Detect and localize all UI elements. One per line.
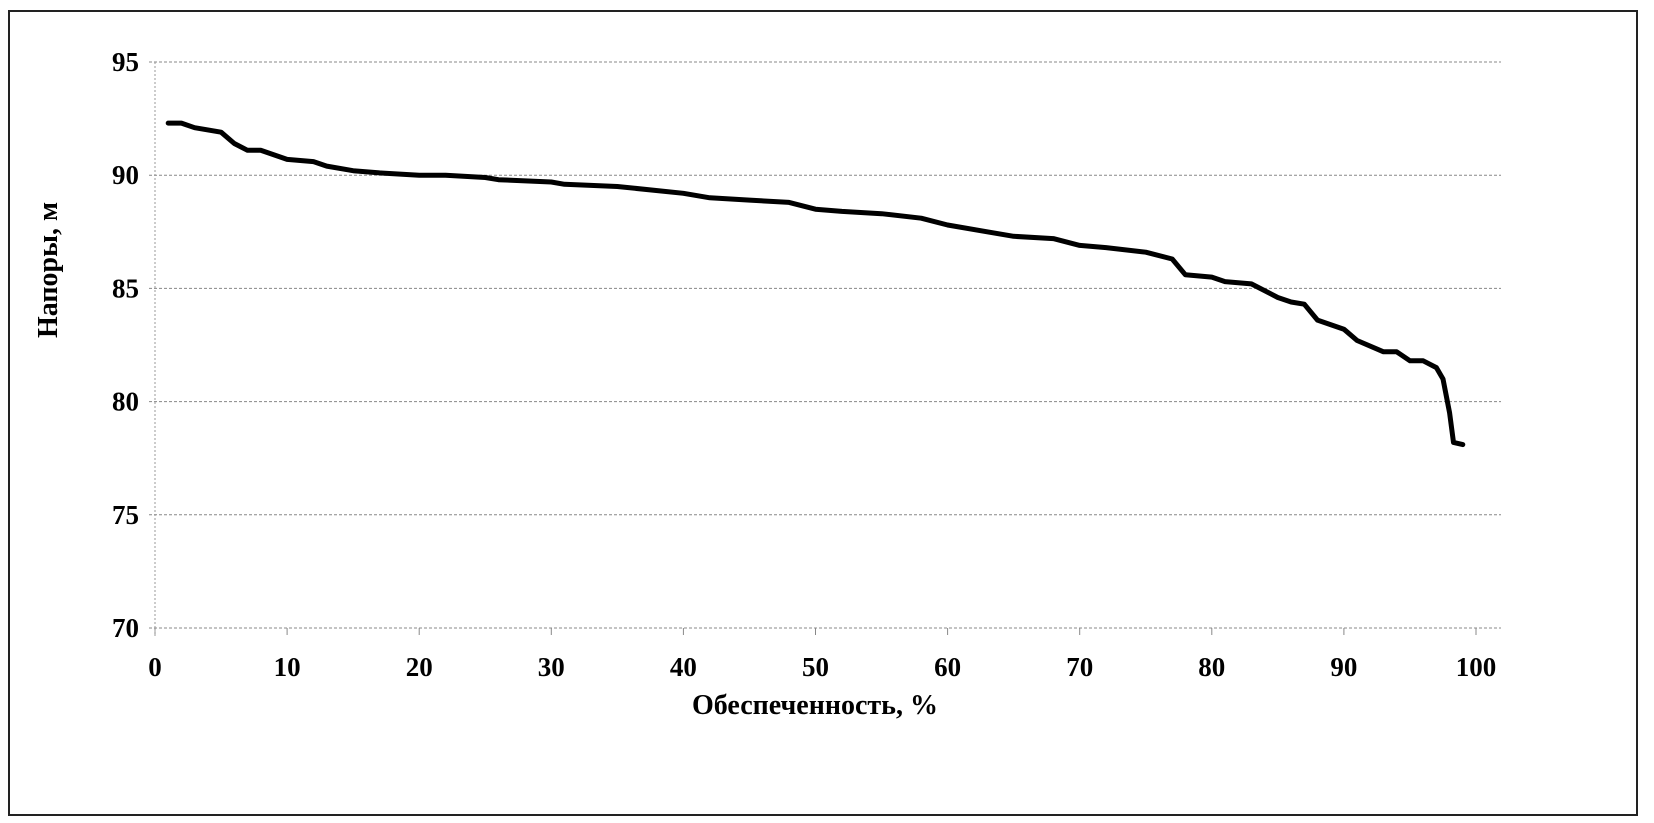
chart-frame xyxy=(8,10,1638,816)
x-tick-label: 20 xyxy=(406,652,433,682)
x-tick-label: 80 xyxy=(1198,652,1225,682)
y-tick-label: 90 xyxy=(112,160,139,190)
y-tick-labels: 70 75 80 85 90 95 xyxy=(112,47,139,643)
y-tick-label: 85 xyxy=(112,273,139,303)
x-tick-label: 0 xyxy=(148,652,162,682)
x-tick-label: 60 xyxy=(934,652,961,682)
x-tick-label: 50 xyxy=(802,652,829,682)
y-axis-title: Напоры, м xyxy=(33,202,64,338)
x-tick-label: 30 xyxy=(538,652,565,682)
y-tick-label: 80 xyxy=(112,387,139,417)
x-tick-labels: 0 10 20 30 40 50 60 70 80 90 100 xyxy=(148,652,1496,682)
x-tick-label: 40 xyxy=(670,652,697,682)
series-group xyxy=(165,120,1466,448)
y-tick-label: 75 xyxy=(112,500,139,530)
y-tick-label: 70 xyxy=(112,613,139,643)
x-tick-label: 10 xyxy=(274,652,301,682)
x-tick-label: 70 xyxy=(1066,652,1093,682)
gridlines xyxy=(149,61,1501,635)
x-tick-label: 100 xyxy=(1456,652,1497,682)
x-axis-title: Обеспеченность, % xyxy=(692,690,938,721)
x-tick-label: 90 xyxy=(1330,652,1357,682)
series-line-0 xyxy=(165,120,1466,448)
y-tick-label: 95 xyxy=(112,47,139,77)
